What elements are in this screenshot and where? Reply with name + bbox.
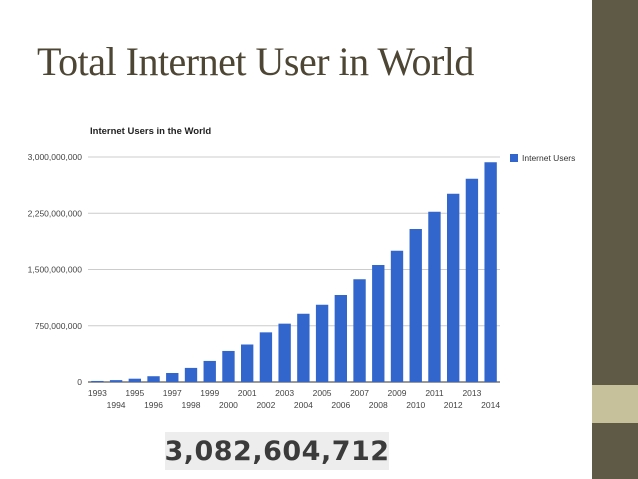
- x-tick-label: 1993: [88, 388, 107, 398]
- chart-panel: Internet Users in the World 0 750,000,000…: [0, 117, 592, 420]
- x-tick-label: 2005: [313, 388, 332, 398]
- x-tick-label: 1997: [163, 388, 182, 398]
- bar: [353, 279, 366, 382]
- y-tick-label: 0: [77, 377, 82, 387]
- chart-title: Internet Users in the World: [90, 126, 211, 137]
- bar: [334, 295, 347, 382]
- y-tick-label: 1,500,000,000: [28, 265, 83, 275]
- x-tick-label: 1995: [125, 388, 144, 398]
- x-tick-label: 1998: [182, 400, 201, 410]
- total-users-figure: 3,082,604,712: [164, 432, 389, 470]
- bar: [484, 162, 497, 382]
- bar: [372, 265, 385, 382]
- y-tick-label: 750,000,000: [35, 321, 83, 331]
- bar: [91, 380, 104, 382]
- bar: [428, 211, 441, 382]
- x-tick-label: 2002: [256, 400, 275, 410]
- x-tick-label: 2004: [294, 400, 313, 410]
- bar: [409, 229, 422, 382]
- x-tick-label: 2014: [481, 400, 500, 410]
- bar: [147, 376, 160, 382]
- bar: [259, 332, 273, 382]
- x-tick-label: 2000: [219, 400, 238, 410]
- bar-chart: Internet Users in the World 0 750,000,000…: [28, 126, 576, 410]
- bar: [297, 313, 310, 382]
- x-tick-label: 2013: [462, 388, 481, 398]
- bar: [447, 193, 460, 382]
- bar: [315, 304, 329, 382]
- x-tick-label: 2010: [406, 400, 425, 410]
- x-tick-label: 2006: [331, 400, 350, 410]
- legend-label: Internet Users: [522, 153, 575, 163]
- bar: [184, 367, 198, 382]
- bar: [278, 323, 291, 382]
- slide-title: Total Internet User in World: [37, 39, 474, 84]
- side-accent-block: [592, 385, 638, 423]
- x-tick-label: 1994: [107, 400, 126, 410]
- x-tick-label: 2011: [425, 388, 444, 398]
- bar: [166, 373, 179, 382]
- x-tick-label: 2003: [275, 388, 294, 398]
- bar: [465, 178, 479, 382]
- x-tick-label: 2009: [388, 388, 407, 398]
- bar: [128, 378, 141, 382]
- x-tick-label: 1996: [144, 400, 163, 410]
- x-tick-label: 2008: [369, 400, 388, 410]
- bar: [222, 350, 235, 382]
- bar: [390, 250, 404, 382]
- legend-swatch: [510, 154, 518, 162]
- bar: [241, 344, 254, 382]
- x-tick-label: 2007: [350, 388, 369, 398]
- x-tick-label: 1999: [200, 388, 219, 398]
- y-tick-label: 2,250,000,000: [28, 208, 83, 218]
- y-tick-label: 3,000,000,000: [28, 152, 83, 162]
- bar: [203, 360, 216, 382]
- x-tick-label: 2001: [238, 388, 257, 398]
- x-tick-label: 2012: [444, 400, 463, 410]
- bar: [109, 380, 123, 382]
